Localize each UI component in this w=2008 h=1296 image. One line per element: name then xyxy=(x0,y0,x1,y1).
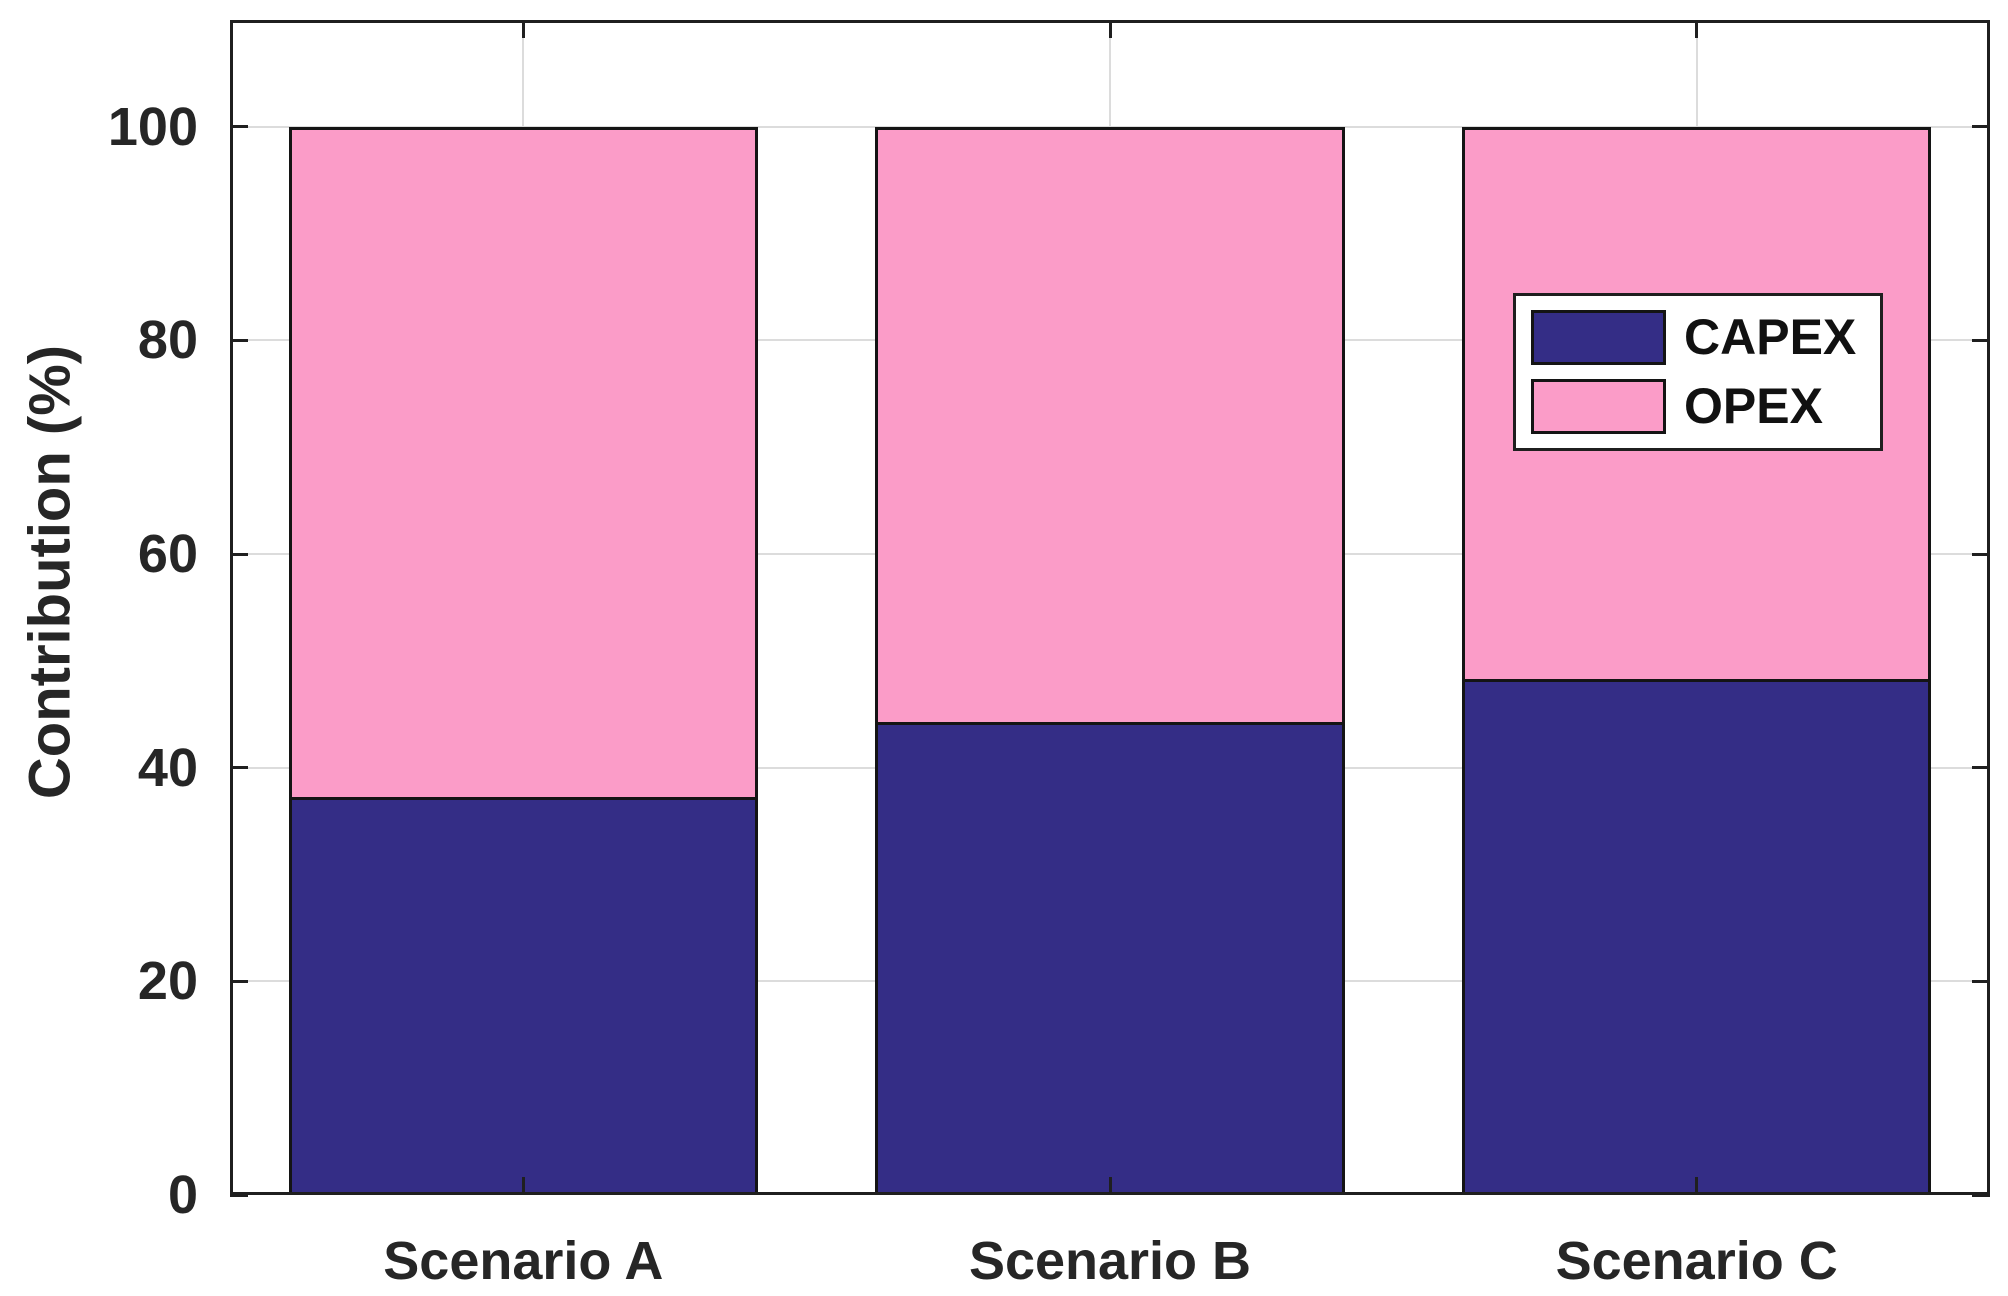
xtick-label-2: Scenario B xyxy=(968,1231,1252,1291)
xtick-top-3 xyxy=(1695,20,1699,38)
xtick-top-1 xyxy=(521,20,525,38)
bar-capex-1 xyxy=(288,796,758,1195)
ytick-right-40 xyxy=(1972,766,1990,770)
xtick-bottom-3 xyxy=(1695,1177,1699,1195)
ytick-right-80 xyxy=(1972,338,1990,342)
xtick-label-1: Scenario A xyxy=(383,1231,664,1291)
legend-label-capex: CAPEX xyxy=(1684,309,1857,365)
bar-opex-1 xyxy=(288,126,758,800)
ytick-label-60: 60 xyxy=(137,524,198,585)
ytick-right-20 xyxy=(1972,979,1990,983)
bar-capex-3 xyxy=(1462,679,1932,1195)
ytick-right-60 xyxy=(1972,552,1990,556)
ytick-left-20 xyxy=(230,979,248,983)
ytick-left-40 xyxy=(230,766,248,770)
legend-item-capex: CAPEX xyxy=(1531,310,1880,365)
ytick-left-100 xyxy=(230,125,248,129)
legend-item-opex: OPEX xyxy=(1531,379,1880,434)
legend: CAPEX OPEX xyxy=(1513,293,1883,451)
ytick-right-0 xyxy=(1972,1193,1990,1197)
ticks-layer xyxy=(230,20,1990,1197)
ytick-label-40: 40 xyxy=(137,737,198,798)
xtick-bottom-1 xyxy=(521,1177,525,1195)
plot-area: CAPEX OPEX xyxy=(230,20,1990,1197)
bar-capex-2 xyxy=(875,722,1345,1195)
xtick-top-2 xyxy=(1108,20,1112,38)
ytick-right-100 xyxy=(1972,125,1990,129)
ytick-left-60 xyxy=(230,552,248,556)
ytick-left-0 xyxy=(230,1193,248,1197)
ytick-label-20: 20 xyxy=(137,951,198,1012)
xtick-label-3: Scenario C xyxy=(1555,1231,1838,1291)
ytick-left-80 xyxy=(230,338,248,342)
ytick-label-100: 100 xyxy=(107,96,198,157)
legend-label-opex: OPEX xyxy=(1684,378,1823,434)
legend-swatch-opex xyxy=(1531,379,1666,434)
xtick-bottom-2 xyxy=(1108,1177,1112,1195)
legend-swatch-capex xyxy=(1531,310,1666,365)
ytick-label-0: 0 xyxy=(167,1165,198,1225)
bars-layer xyxy=(230,20,1990,1195)
bar-opex-2 xyxy=(875,126,1345,725)
ytick-label-80: 80 xyxy=(137,310,198,371)
